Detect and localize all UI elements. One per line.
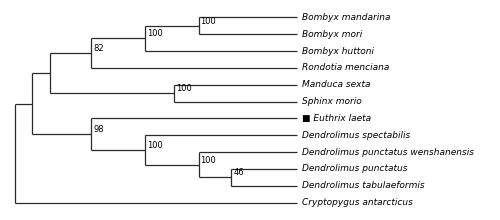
Text: Dendrolimus punctatus: Dendrolimus punctatus	[302, 165, 408, 173]
Text: 100: 100	[200, 156, 216, 165]
Text: 100: 100	[147, 141, 163, 150]
Text: 100: 100	[200, 17, 216, 26]
Text: Dendrolimus tabulaeformis: Dendrolimus tabulaeformis	[302, 181, 425, 190]
Text: 100: 100	[176, 84, 192, 93]
Text: 100: 100	[147, 29, 163, 38]
Text: Bombyx huttoni: Bombyx huttoni	[302, 47, 374, 55]
Text: Bombyx mori: Bombyx mori	[302, 30, 362, 39]
Text: Manduca sexta: Manduca sexta	[302, 80, 371, 89]
Text: 46: 46	[234, 168, 244, 177]
Text: Cryptopygus antarcticus: Cryptopygus antarcticus	[302, 198, 413, 207]
Text: Bombyx mandarina: Bombyx mandarina	[302, 13, 391, 22]
Text: Dendrolimus spectabilis: Dendrolimus spectabilis	[302, 131, 410, 140]
Text: 98: 98	[94, 125, 104, 134]
Text: 82: 82	[94, 44, 104, 53]
Text: Dendrolimus punctatus wenshanensis: Dendrolimus punctatus wenshanensis	[302, 148, 474, 157]
Text: ■ Euthrix laeta: ■ Euthrix laeta	[302, 114, 372, 123]
Text: Sphinx morio: Sphinx morio	[302, 97, 362, 106]
Text: Rondotia menciana: Rondotia menciana	[302, 63, 390, 72]
